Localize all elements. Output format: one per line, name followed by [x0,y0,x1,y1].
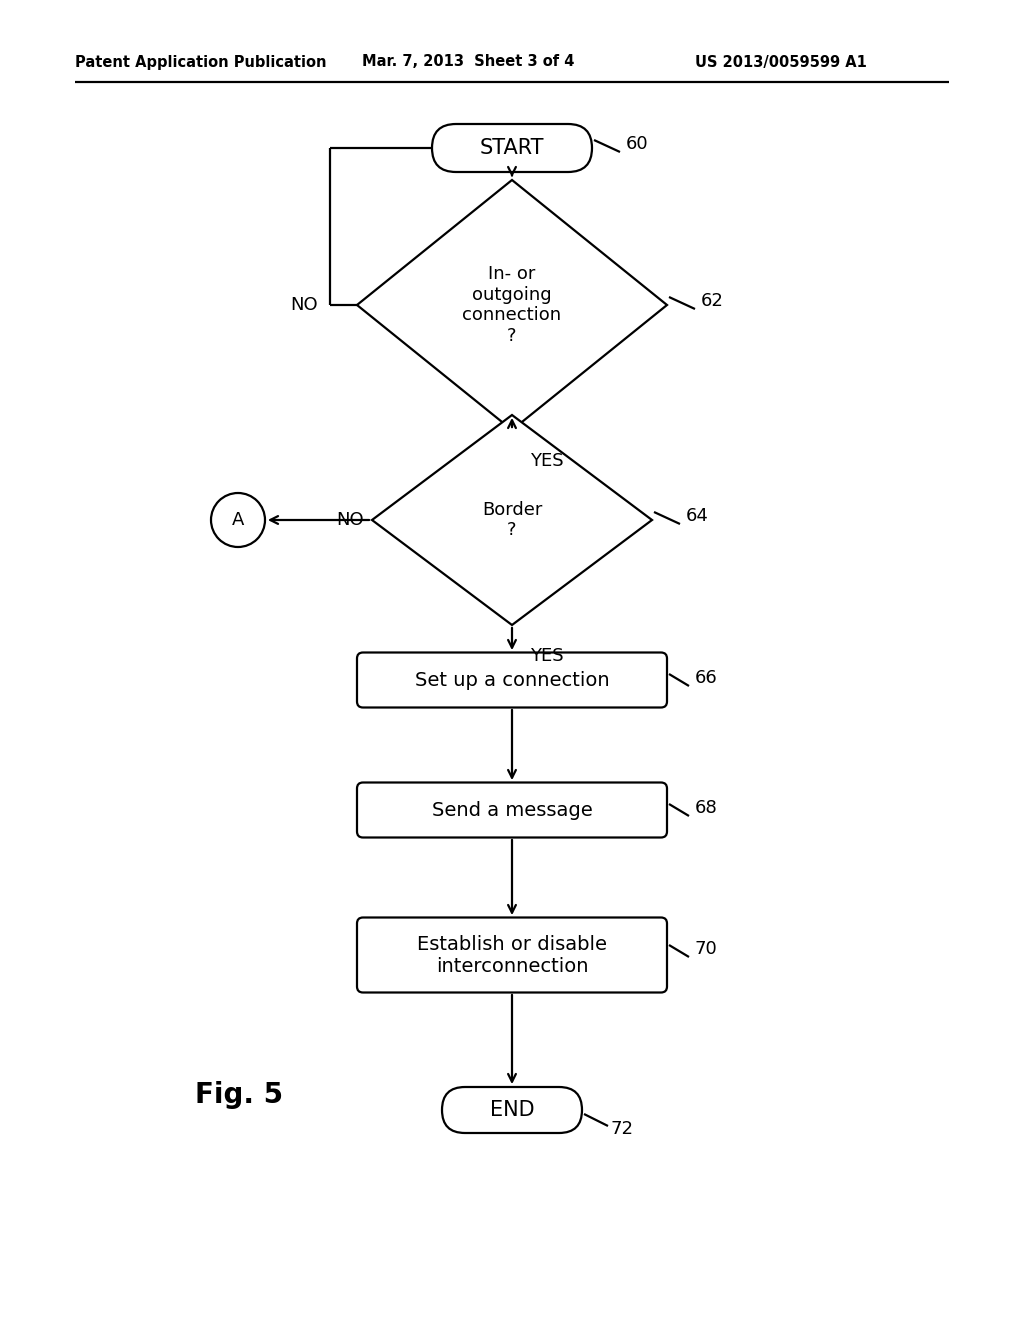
Text: Send a message: Send a message [432,800,592,820]
Text: 66: 66 [695,669,718,686]
Text: Fig. 5: Fig. 5 [195,1081,283,1109]
Text: Establish or disable
interconnection: Establish or disable interconnection [417,935,607,975]
Text: 60: 60 [626,135,648,153]
Text: 64: 64 [686,507,709,525]
FancyBboxPatch shape [357,917,667,993]
Text: Patent Application Publication: Patent Application Publication [75,54,327,70]
Text: 70: 70 [695,940,718,958]
Text: 68: 68 [695,799,718,817]
FancyBboxPatch shape [357,652,667,708]
FancyBboxPatch shape [442,1086,582,1133]
Text: YES: YES [530,451,563,470]
Text: 62: 62 [701,292,724,310]
Text: In- or
outgoing
connection
?: In- or outgoing connection ? [463,265,561,346]
Text: START: START [480,139,544,158]
Text: Border
?: Border ? [482,500,542,540]
Text: Set up a connection: Set up a connection [415,671,609,689]
Text: NO: NO [291,296,318,314]
Text: NO: NO [336,511,364,529]
Text: END: END [489,1100,535,1119]
Text: Mar. 7, 2013  Sheet 3 of 4: Mar. 7, 2013 Sheet 3 of 4 [362,54,574,70]
Polygon shape [357,180,667,430]
Text: YES: YES [530,647,563,665]
Polygon shape [372,414,652,624]
Circle shape [211,492,265,546]
FancyBboxPatch shape [432,124,592,172]
FancyBboxPatch shape [357,783,667,837]
Text: US 2013/0059599 A1: US 2013/0059599 A1 [695,54,867,70]
Text: 72: 72 [610,1119,633,1138]
Text: A: A [231,511,244,529]
